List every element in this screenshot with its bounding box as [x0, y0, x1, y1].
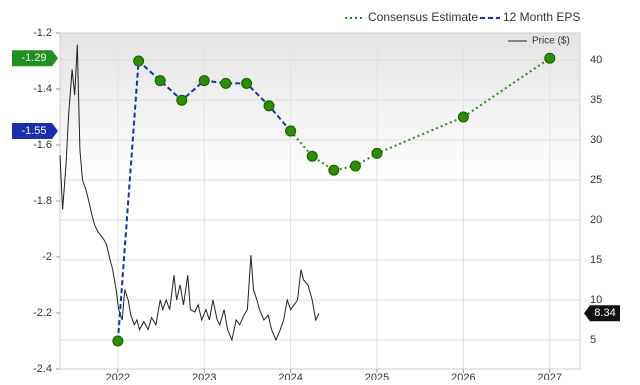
- data-point: [306, 150, 318, 162]
- x-tick-label: 2027: [538, 372, 562, 380]
- x-tick-label: 2025: [365, 372, 389, 380]
- data-point: [220, 77, 232, 89]
- y-tick-label: -1.4: [33, 83, 52, 95]
- y-tick-label: -1.2: [33, 27, 52, 39]
- y2-tick-label: 20: [590, 214, 602, 226]
- value-flag: [12, 123, 58, 139]
- y-tick-label: -2.2: [33, 307, 52, 319]
- legend-label: Consensus Estimate: [368, 10, 478, 24]
- data-point: [241, 77, 253, 89]
- value-flag-label: 8.34: [594, 307, 615, 319]
- y2-tick-label: 35: [590, 94, 602, 106]
- data-point: [349, 160, 361, 172]
- data-point: [457, 111, 469, 123]
- x-tick-label: 2026: [451, 372, 475, 380]
- y-tick-label: -2: [42, 251, 52, 263]
- y2-tick-label: 40: [590, 54, 602, 66]
- data-point: [198, 75, 210, 87]
- data-point: [544, 52, 556, 64]
- y2-tick-label: 5: [590, 334, 596, 346]
- x-tick-label: 2022: [106, 372, 130, 380]
- y2-tick-label: 25: [590, 174, 602, 186]
- value-flag-label: -1.29: [21, 52, 46, 64]
- x-tick-label: 2024: [278, 372, 302, 380]
- data-point: [176, 94, 188, 106]
- y2-tick-label: 30: [590, 134, 602, 146]
- value-flag: [584, 305, 620, 322]
- data-point: [371, 147, 383, 159]
- data-point: [133, 55, 145, 67]
- y2-tick-label: 15: [590, 254, 602, 266]
- value-flag: [12, 50, 58, 67]
- y-tick-label: -2.4: [33, 363, 52, 375]
- y-tick-label: -1.6: [33, 139, 52, 151]
- data-point: [263, 100, 275, 112]
- series-line: [59, 44, 320, 342]
- y2-tick-label: 10: [590, 294, 602, 306]
- legend-label: Price ($): [532, 36, 570, 47]
- value-flag-label: -1.55: [21, 125, 46, 137]
- x-tick-label: 2023: [192, 372, 216, 380]
- data-point: [112, 335, 124, 347]
- legend-label: 12 Month EPS: [503, 10, 580, 24]
- data-point: [154, 75, 166, 87]
- data-point: [328, 164, 340, 176]
- y-tick-label: -1.8: [33, 195, 52, 207]
- plot-area: [59, 32, 581, 370]
- data-point: [285, 125, 297, 137]
